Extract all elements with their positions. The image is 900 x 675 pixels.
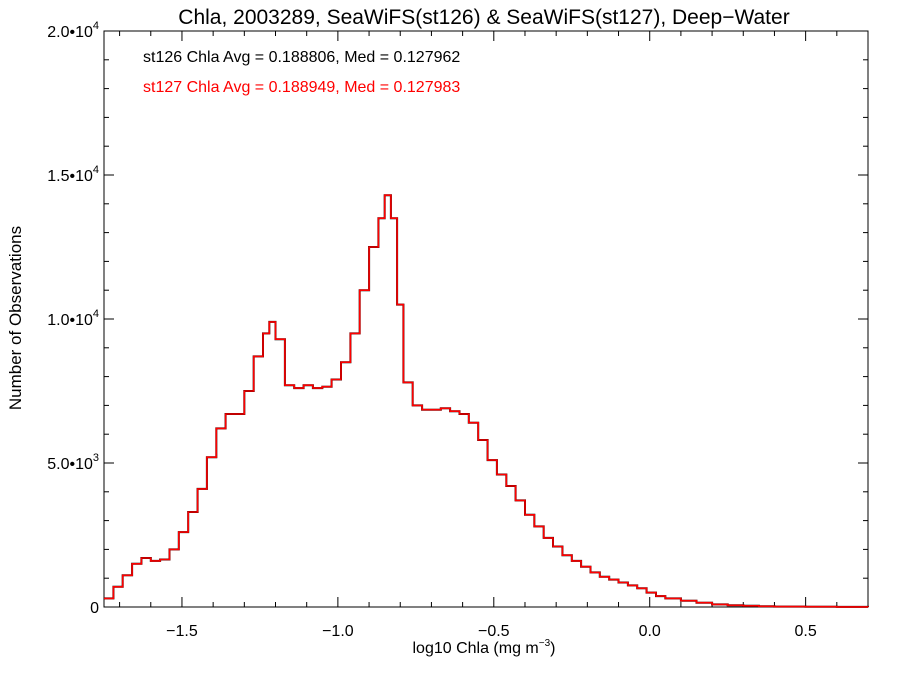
y-axis-label: Number of Observations [6, 226, 25, 410]
plot-frame [103, 30, 869, 608]
series-line-st126 [104, 194, 869, 608]
x-axis-label-close: ) [550, 640, 555, 657]
y-tick-label-exp: 4 [93, 164, 99, 176]
x-tick-label: −1.5 [166, 623, 198, 640]
series-group [104, 194, 869, 608]
y-tick-label-mantissa: 1.0•10 [47, 312, 93, 329]
y-tick-label: 5.0•103 [47, 452, 99, 473]
y-tick-label: 1.0•104 [47, 308, 99, 329]
y-tick-label-mantissa: 1.5•10 [47, 168, 93, 185]
y-tick-label-mantissa: 5.0•10 [47, 456, 93, 473]
y-tick-label-mantissa: 2.0•10 [47, 24, 93, 41]
x-tick-label: −0.5 [478, 623, 510, 640]
x-axis-label-sup: −3 [539, 638, 551, 649]
annotation-st126: st126 Chla Avg = 0.188806, Med = 0.12796… [143, 49, 460, 66]
x-axis: −1.5 −1.0 −0.5 0.0 0.5 [119, 31, 869, 640]
y-tick-label-mantissa: 0 [90, 600, 99, 617]
y-tick-label-exp: 3 [93, 452, 99, 464]
y-tick-label-exp: 4 [93, 308, 99, 320]
x-tick-label: 0.5 [795, 623, 817, 640]
x-axis-label-main: log10 Chla (mg m [412, 640, 538, 657]
series-line-st127 [104, 194, 869, 608]
y-tick-label: 1.5•104 [47, 164, 99, 185]
y-tick-label-exp: 4 [93, 20, 99, 32]
x-tick-label: −1.0 [322, 623, 354, 640]
x-tick-label: 0.0 [639, 623, 661, 640]
y-tick-label: 0 [90, 600, 99, 617]
x-axis-label: log10 Chla (mg m−3) [412, 638, 555, 657]
annotation-st127: st127 Chla Avg = 0.188949, Med = 0.12798… [143, 79, 460, 96]
y-tick-label: 2.0•104 [47, 20, 99, 41]
chart-title: Chla, 2003289, SeaWiFS(st126) & SeaWiFS(… [178, 6, 789, 29]
